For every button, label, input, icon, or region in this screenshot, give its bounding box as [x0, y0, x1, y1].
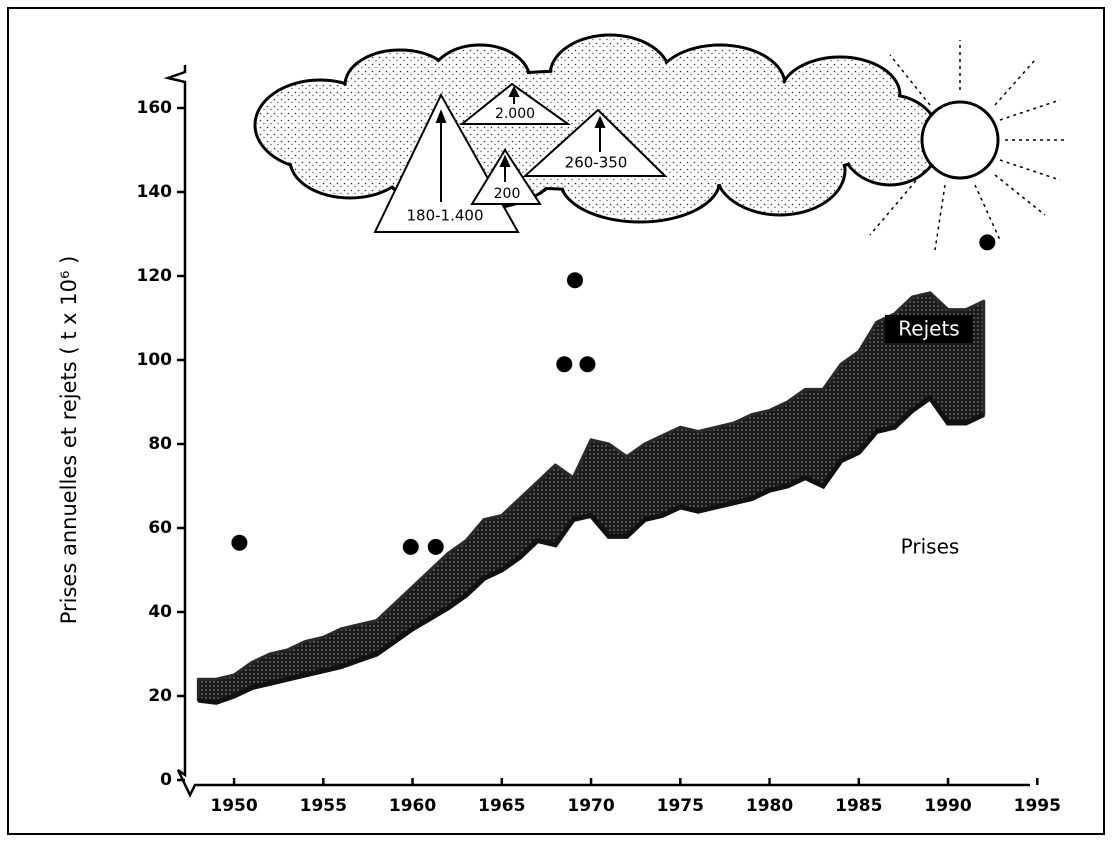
x-tick-label: 1960 — [389, 796, 436, 816]
y-tick-label: 0 — [160, 770, 172, 790]
y-tick-label: 120 — [137, 266, 173, 286]
x-tick-label: 1970 — [567, 796, 614, 816]
point — [556, 356, 572, 372]
legend-label: Prises — [901, 535, 960, 559]
y-tick-label: 140 — [137, 182, 173, 202]
annotation: 180-1.400 — [407, 207, 484, 225]
x-tick-label: 1980 — [746, 796, 793, 816]
x-tick-label: 1965 — [478, 796, 525, 816]
y-tick-label: 160 — [137, 98, 173, 118]
annotation: 200 — [494, 186, 521, 202]
x-tick-label: 1990 — [924, 796, 971, 816]
chart: Prises annuelles et rejets ( t x 10⁶ ) 0… — [0, 0, 1113, 842]
y-tick-label: 40 — [148, 602, 172, 622]
point — [231, 535, 247, 551]
point — [979, 234, 995, 250]
page: Prises annuelles et rejets ( t x 10⁶ ) 0… — [0, 0, 1113, 842]
y-tick-label: 60 — [148, 518, 172, 538]
point — [403, 539, 419, 555]
x-tick-label: 1950 — [210, 796, 257, 816]
point — [579, 356, 595, 372]
x-tick-label: 1955 — [300, 796, 347, 816]
legend-label: Rejets — [898, 317, 959, 341]
annotation: 260-350 — [565, 154, 628, 172]
y-tick-label: 20 — [148, 686, 172, 706]
y-tick-label: 80 — [148, 434, 172, 454]
point — [567, 272, 583, 288]
y-tick-label: 100 — [137, 350, 173, 370]
x-tick-label: 1975 — [657, 796, 704, 816]
annotation: 2.000 — [495, 106, 535, 122]
x-tick-label: 1995 — [1014, 796, 1061, 816]
rejets-band — [198, 293, 983, 703]
x-tick-label: 1985 — [835, 796, 882, 816]
y-axis-label: Prises annuelles et rejets ( t x 10⁶ ) — [57, 256, 81, 625]
point — [428, 539, 444, 555]
